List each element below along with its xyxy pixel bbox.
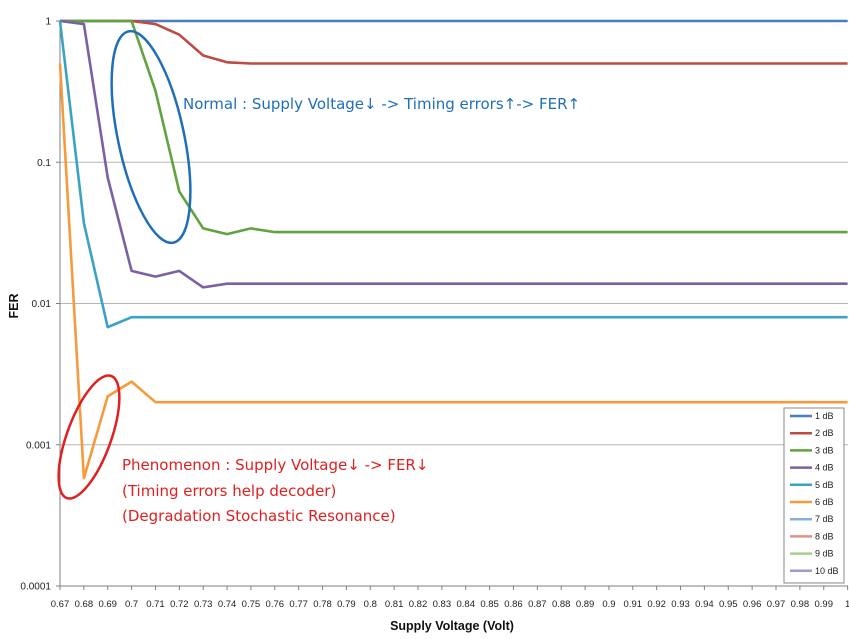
series-line-5-db: [58, 20, 848, 329]
x-tick-label: 0.76: [266, 599, 285, 610]
blue-annotation-text: Normal : Supply Voltage↓ -> Timing error…: [183, 95, 580, 113]
x-tick-label: 0.8: [364, 599, 377, 610]
legend-label-3-db: 3 dB: [815, 445, 834, 455]
legend: 1 dB 2 dB 3 dB 4 dB 5 dB 6 dB 7 dB 8 dB 9 dB 10 d…: [783, 407, 845, 584]
x-tick-label: 0.83: [433, 599, 452, 610]
x-tick-label: 0.73: [194, 599, 213, 610]
legend-label-2-db: 2 dB: [815, 428, 834, 438]
series-line-6-db: [58, 63, 848, 480]
x-tick-label: 0.95: [719, 599, 738, 610]
x-axis-title: Supply Voltage (Volt): [390, 619, 514, 633]
x-tick-labels: 0.67 0.68 0.69 0.7 0.71 0.72 0.73 0.74 0.75 0.76 0…: [51, 599, 849, 610]
red-annotation-ellipse: [57, 374, 121, 500]
y-tick-labels: 1 0.1 0.01 0.001 0.0001: [20, 17, 51, 593]
x-tick-label: 1: [845, 599, 849, 610]
x-tick-label: 0.91: [624, 599, 643, 610]
x-tick-label: 0.79: [337, 599, 356, 610]
legend-label-4-db: 4 dB: [815, 463, 834, 473]
x-tick-label: 0.81: [385, 599, 404, 610]
x-tick-label: 0.77: [289, 599, 308, 610]
x-tick-label: 0.7: [125, 599, 138, 610]
x-tick-label: 0.92: [647, 599, 666, 610]
blue-annotation-ellipse: [110, 29, 192, 245]
legend-label-9-db: 9 dB: [815, 549, 834, 559]
legend-label-10-db: 10 dB: [815, 566, 839, 576]
y-axis-title: FER: [7, 294, 21, 319]
x-tick-label: 0.94: [695, 599, 714, 610]
x-tick-label: 0.78: [313, 599, 332, 610]
x-tick-label: 0.89: [576, 599, 595, 610]
x-tick-label: 0.82: [409, 599, 428, 610]
red-annotation-line-1: Phenomenon : Supply Voltage↓ -> FER↓: [122, 456, 428, 474]
y-tick-label: 0.0001: [20, 582, 51, 593]
x-tick-label: 0.93: [671, 599, 690, 610]
x-tick-label: 0.74: [218, 599, 237, 610]
x-tick-label: 0.87: [528, 599, 547, 610]
x-tick-label: 0.69: [98, 599, 117, 610]
x-tick-label: 0.75: [242, 599, 261, 610]
x-tick-label: 0.85: [480, 599, 499, 610]
x-tick-label: 0.88: [552, 599, 571, 610]
x-tick-label: 0.99: [814, 599, 833, 610]
x-tick-label: 0.68: [75, 599, 94, 610]
x-tick-label: 0.97: [767, 599, 786, 610]
x-tick-label: 0.9: [602, 599, 615, 610]
x-tick-label: 0.96: [743, 599, 762, 610]
y-tick-label: 0.1: [37, 158, 51, 169]
legend-label-8-db: 8 dB: [815, 531, 834, 541]
y-tick-label: 1: [45, 17, 51, 28]
x-tick-label: 0.71: [146, 599, 165, 610]
y-tick-label: 0.01: [32, 299, 52, 310]
series-line-2-db: [60, 19, 848, 65]
x-tick-label: 0.67: [51, 599, 70, 610]
legend-label-5-db: 5 dB: [815, 480, 834, 490]
y-tick-label: 0.001: [26, 440, 51, 451]
x-tick-label: 0.84: [456, 599, 475, 610]
x-tick-label: 0.98: [791, 599, 810, 610]
red-annotation-line-3: (Degradation Stochastic Resonance): [122, 507, 396, 525]
legend-label-6-db: 6 dB: [815, 497, 834, 507]
series-line-4-db: [59, 19, 848, 289]
legend-label-7-db: 7 dB: [815, 514, 834, 524]
series-lines: [58, 19, 848, 480]
x-tick-label: 0.86: [504, 599, 523, 610]
x-tick-label: 0.72: [170, 599, 189, 610]
legend-label-1-db: 1 dB: [815, 411, 834, 421]
red-annotation-line-2: (Timing errors help decoder): [122, 482, 336, 500]
series-line-3-db: [60, 19, 848, 236]
